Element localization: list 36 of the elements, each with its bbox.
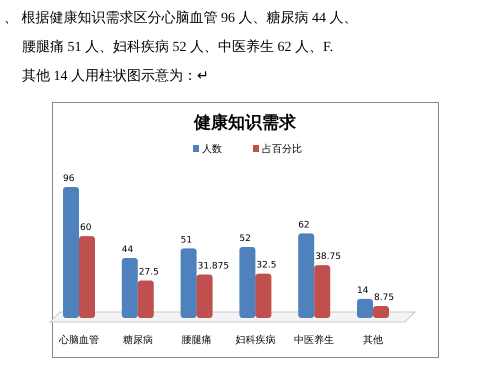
data-label: 38.75 — [315, 252, 341, 262]
bar — [63, 187, 79, 318]
bar — [357, 298, 373, 318]
data-label: 14 — [357, 286, 369, 296]
bar — [196, 274, 213, 318]
data-label: 32.5 — [256, 260, 276, 271]
legend-label: 人数 — [202, 144, 222, 155]
data-label: 31.875 — [198, 262, 230, 272]
text: 、 根据健康知识需求区分心脑血管 96 人、糖尿病 44 人、 — [4, 10, 358, 26]
bar — [122, 258, 138, 318]
chart-title: 健康知识需求 — [193, 113, 297, 133]
x-tick-label: 腰腿痛 — [182, 334, 212, 346]
x-tick-label: 其他 — [363, 334, 383, 346]
data-label: 44 — [122, 244, 134, 255]
bar — [373, 306, 389, 318]
text: 其他 14 人用柱状图示意为：↵ — [22, 68, 209, 84]
text: 腰腿痛 51 人、妇科疾病 52 人、中医养生 62 人、F. — [22, 39, 334, 55]
data-label: 60 — [80, 223, 92, 234]
x-tick-label: 妇科疾病 — [235, 334, 276, 346]
x-tick-label: 糖尿病 — [122, 334, 153, 346]
data-label: 27.5 — [138, 267, 159, 278]
data-label: 8.75 — [374, 293, 394, 304]
bar — [298, 233, 314, 318]
data-label: 52 — [239, 234, 251, 244]
bar — [79, 236, 95, 318]
legend-label: 占百分比 — [262, 143, 302, 155]
bar — [239, 247, 256, 318]
bar — [180, 248, 197, 318]
data-label: 51 — [180, 235, 192, 246]
data-label: 62 — [298, 220, 310, 230]
bar — [138, 280, 154, 318]
bar — [314, 265, 330, 318]
bar — [255, 274, 272, 318]
x-tick-label: 中医养生 — [294, 334, 334, 346]
x-tick-label: 心脑血管 — [58, 334, 99, 346]
data-label: 96 — [63, 174, 75, 184]
